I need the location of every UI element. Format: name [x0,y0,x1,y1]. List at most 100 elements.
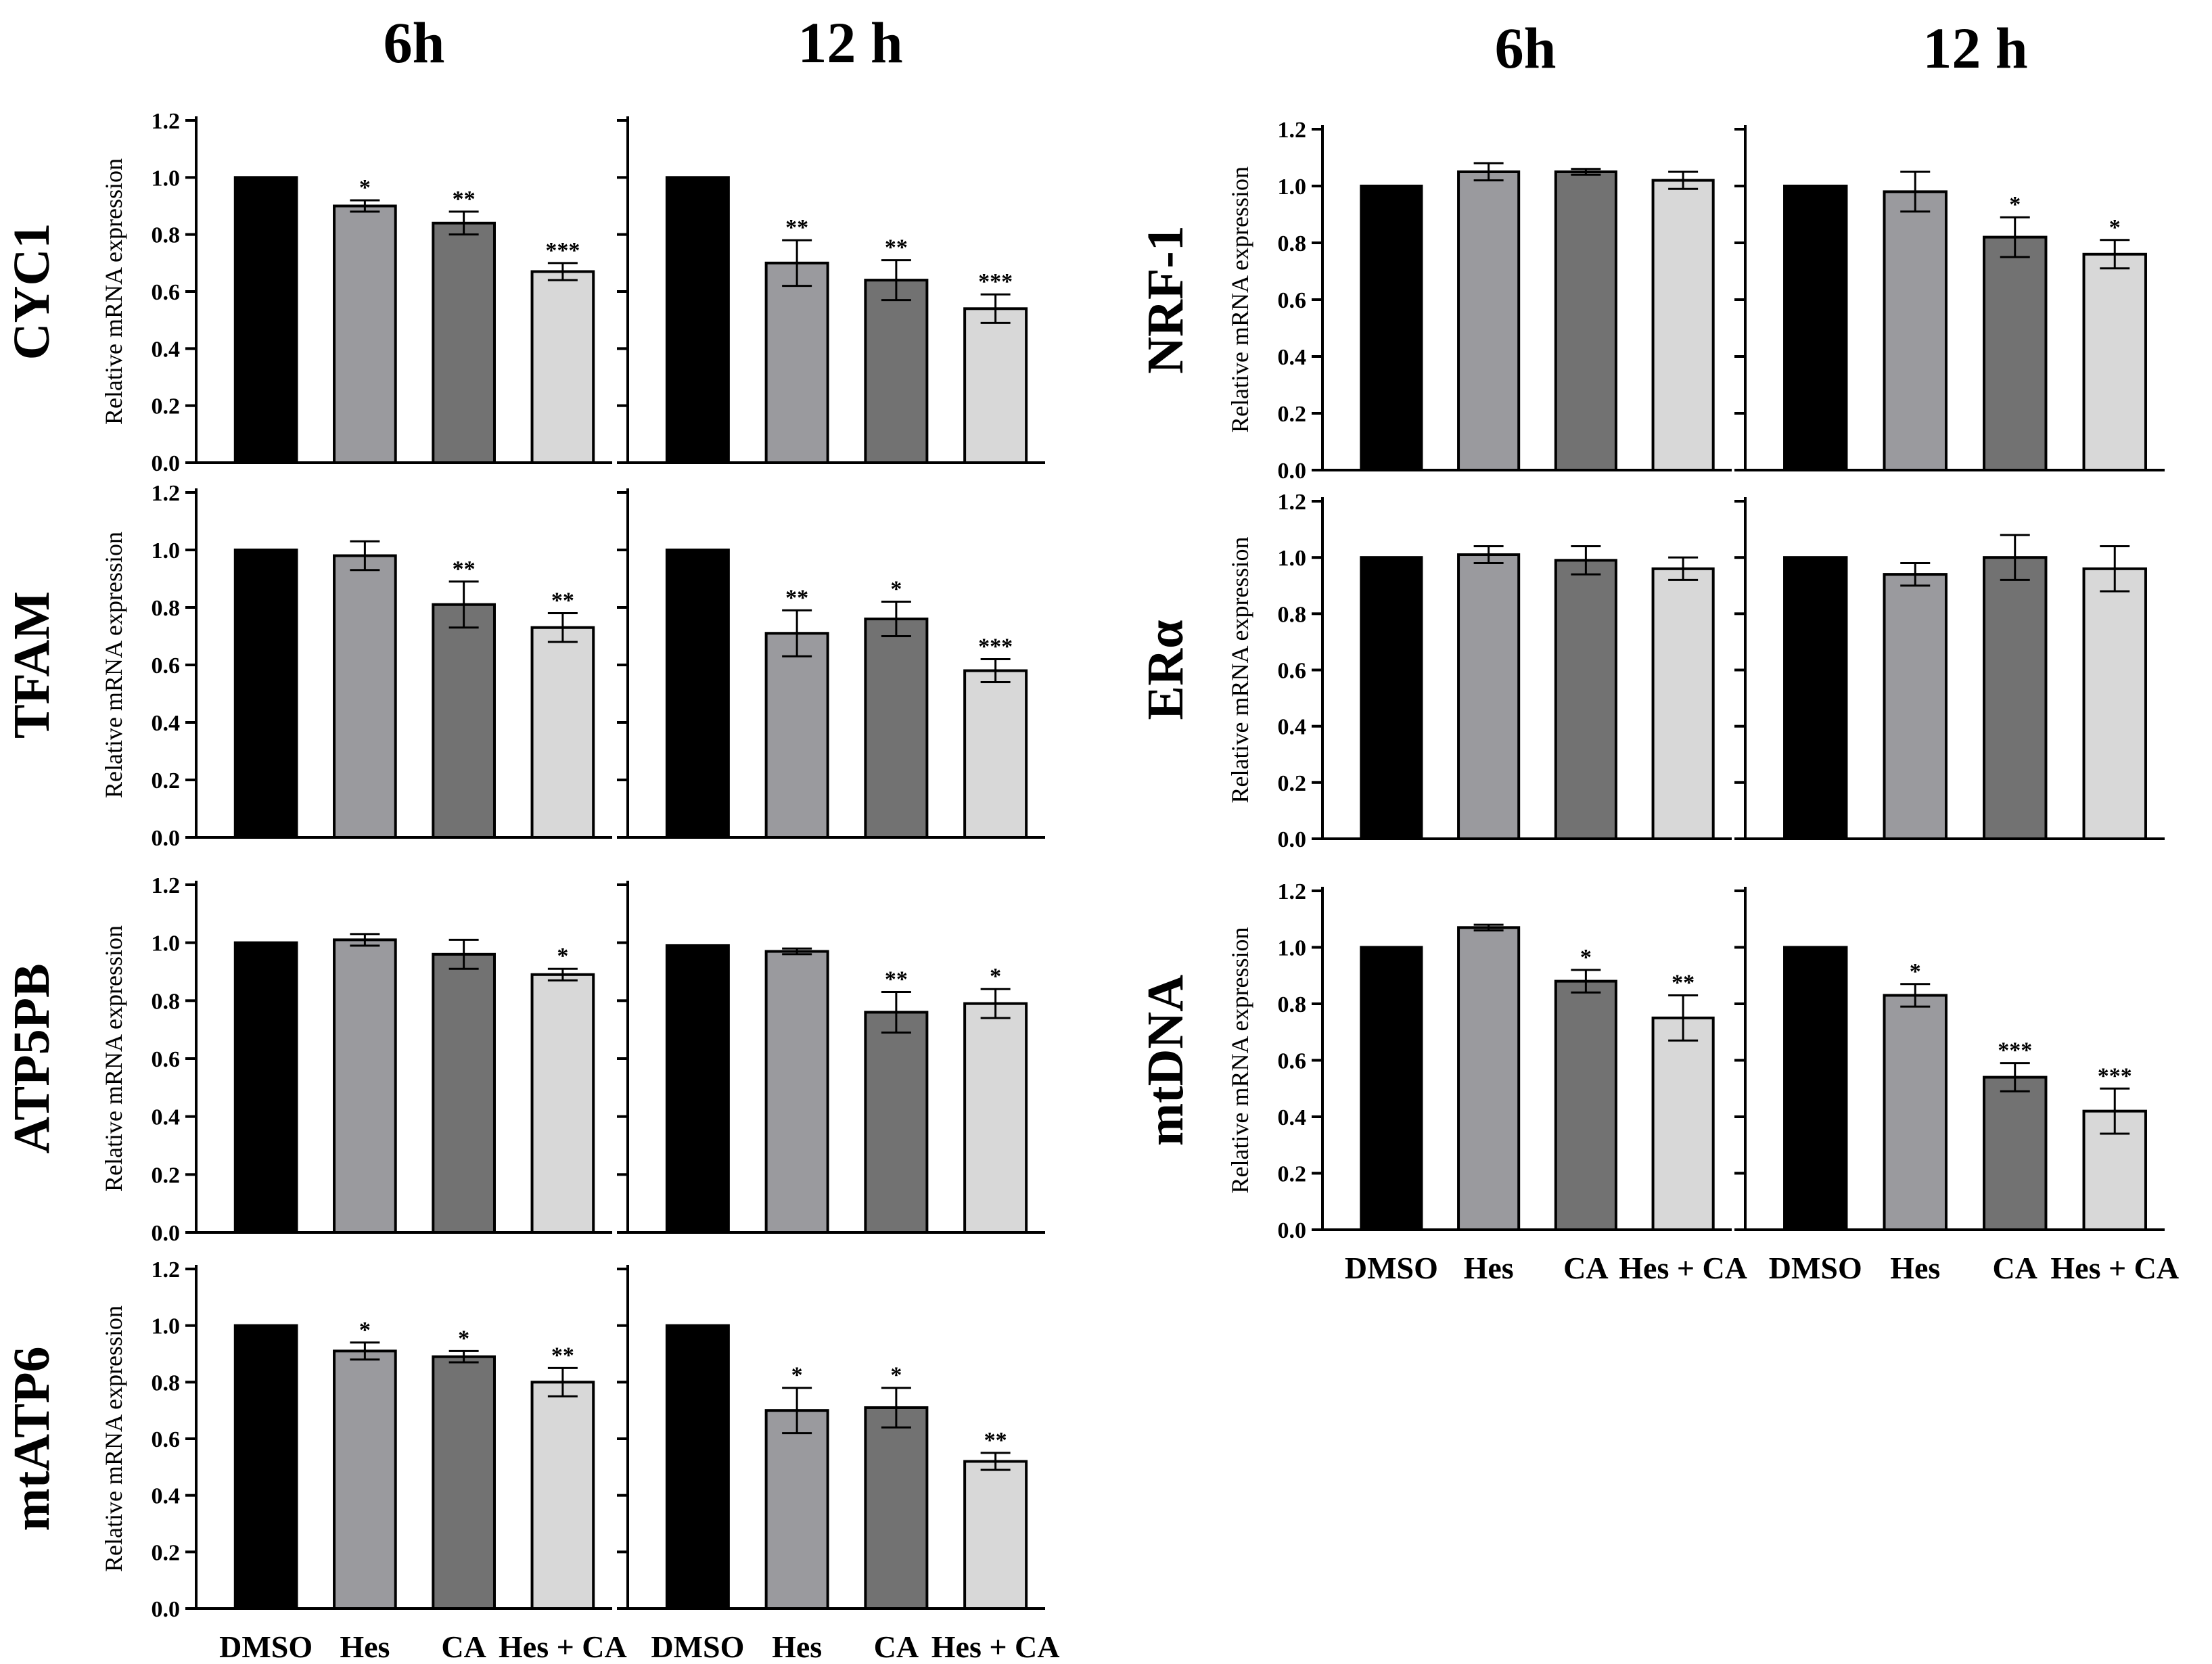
significance-mark: ** [551,588,574,614]
category-label-dmso: DMSO [1345,1251,1438,1285]
significance-mark: * [458,1326,469,1351]
y-tick-label: 0.2 [1278,402,1307,427]
y-tick-label: 0.8 [1278,992,1307,1017]
significance-mark: ** [453,557,476,582]
category-label-hes-ca: Hes + CA [2050,1251,2179,1285]
y-tick-label: 0.8 [152,223,181,248]
bar-hes-ca [1651,1016,1715,1231]
bar-ca [864,618,929,839]
bar-dmso [1783,556,1848,841]
y-tick-label: 0.4 [152,711,181,736]
bar-hes [1883,190,1948,471]
bar-hes-ca [530,626,595,839]
y-tick-label: 1.2 [152,481,181,506]
bar-dmso [1360,946,1423,1231]
significance-mark: * [2109,215,2121,240]
bar-ca [864,1011,929,1234]
bar-hes-ca [530,270,595,464]
bar-hes [1457,170,1521,471]
category-label-dmso: DMSO [219,1630,313,1664]
significance-mark: * [890,1363,902,1388]
gene-label: ATP5PB [3,963,60,1153]
gene-label: TFAM [3,591,60,739]
gene-label: mtATP6 [3,1347,60,1531]
y-tick-label: 1.2 [152,109,181,134]
y-tick-label: 0.2 [1278,771,1307,796]
significance-mark: ** [453,187,476,212]
bar-dmso [1783,946,1848,1231]
y-tick-label: 0.6 [152,1047,181,1072]
significance-mark: * [791,1363,803,1388]
bar-ca [432,221,496,464]
significance-mark: * [359,1318,371,1343]
y-tick-label: 0.0 [152,1597,181,1622]
category-label-hes: Hes [1464,1251,1514,1285]
y-tick-label: 0.2 [152,394,181,419]
y-tick-label: 1.0 [1278,936,1307,961]
time-header-3: 12 h [1922,16,2027,80]
bar-dmso [233,176,298,464]
y-tick-label: 1.2 [1278,490,1307,515]
bar-hes [1457,553,1521,841]
bar-dmso [665,176,730,464]
y-tick-label: 1.0 [152,1314,181,1339]
bar-hes [764,261,829,464]
bar-hes [1457,926,1521,1232]
bar-ca [432,1355,496,1611]
significance-mark: * [359,175,371,200]
time-header-1: 12 h [798,10,902,75]
bar-hes-ca [1651,179,1715,471]
bar-hes [1883,994,1948,1231]
significance-mark: * [1910,959,1921,984]
significance-mark: * [1580,945,1592,970]
bar-hes-ca [963,307,1028,464]
y-axis-title: Relative mRNA expression [1226,537,1253,804]
bar-hes-ca [963,669,1028,839]
significance-mark: *** [978,269,1013,294]
significance-mark: ** [1672,970,1695,995]
bar-hes [333,554,397,839]
category-label-hes: Hes [772,1630,822,1664]
y-tick-label: 0.0 [152,1221,181,1246]
time-header-2: 6h [1495,16,1557,80]
category-label-hes-ca: Hes + CA [1619,1251,1747,1285]
bar-hes [1883,573,1948,840]
panel-mtatp6-12h: * ***DMSO Hes CA Hes + CA [617,1265,1060,1664]
bar-ca [864,279,929,464]
bar-hes [764,1409,829,1611]
significance-mark: ** [785,215,808,240]
y-tick-label: 0.6 [152,1427,181,1452]
category-label-ca: CA [874,1630,919,1664]
category-label-hes-ca: Hes + CA [499,1630,627,1664]
bar-hes-ca [530,973,595,1234]
significance-mark: ** [885,967,908,992]
panel-tfam-12h: ** **** [617,488,1045,839]
y-tick-label: 1.0 [152,538,181,563]
significance-mark: ** [885,235,908,260]
bar-ca [1983,556,2048,841]
category-label-hes: Hes [340,1630,390,1664]
y-tick-label: 0.2 [152,1540,181,1565]
y-tick-label: 0.2 [152,1163,181,1188]
bar-hes [333,204,397,464]
bar-dmso [665,1324,730,1610]
significance-mark: *** [978,634,1013,660]
bar-dmso [233,549,298,839]
bar-dmso [665,549,730,839]
y-tick-label: 0.0 [152,451,181,476]
panel-nrf-1-6h: 0.0 0.2 0.4 0.6 0.8 1.0 1.2 Relative mRNA expre… [1137,118,1732,484]
y-tick-label: 0.4 [1278,1105,1307,1130]
category-label-ca: CA [1993,1251,2037,1285]
significance-mark: * [990,964,1001,989]
significance-mark: ** [785,585,808,610]
gene-label: mtDNA [1137,975,1194,1146]
panel-nrf-1-12h: ** [1734,125,2165,471]
y-tick-label: 0.4 [1278,345,1307,370]
panel-cyc1-12h: ******* [617,116,1045,464]
gene-label: CYC1 [3,223,60,361]
bar-dmso [1360,185,1423,471]
time-header-0: 6h [384,10,445,75]
bar-hes [764,632,829,839]
category-label-hes: Hes [1890,1251,1940,1285]
bar-hes-ca [963,1460,1028,1610]
